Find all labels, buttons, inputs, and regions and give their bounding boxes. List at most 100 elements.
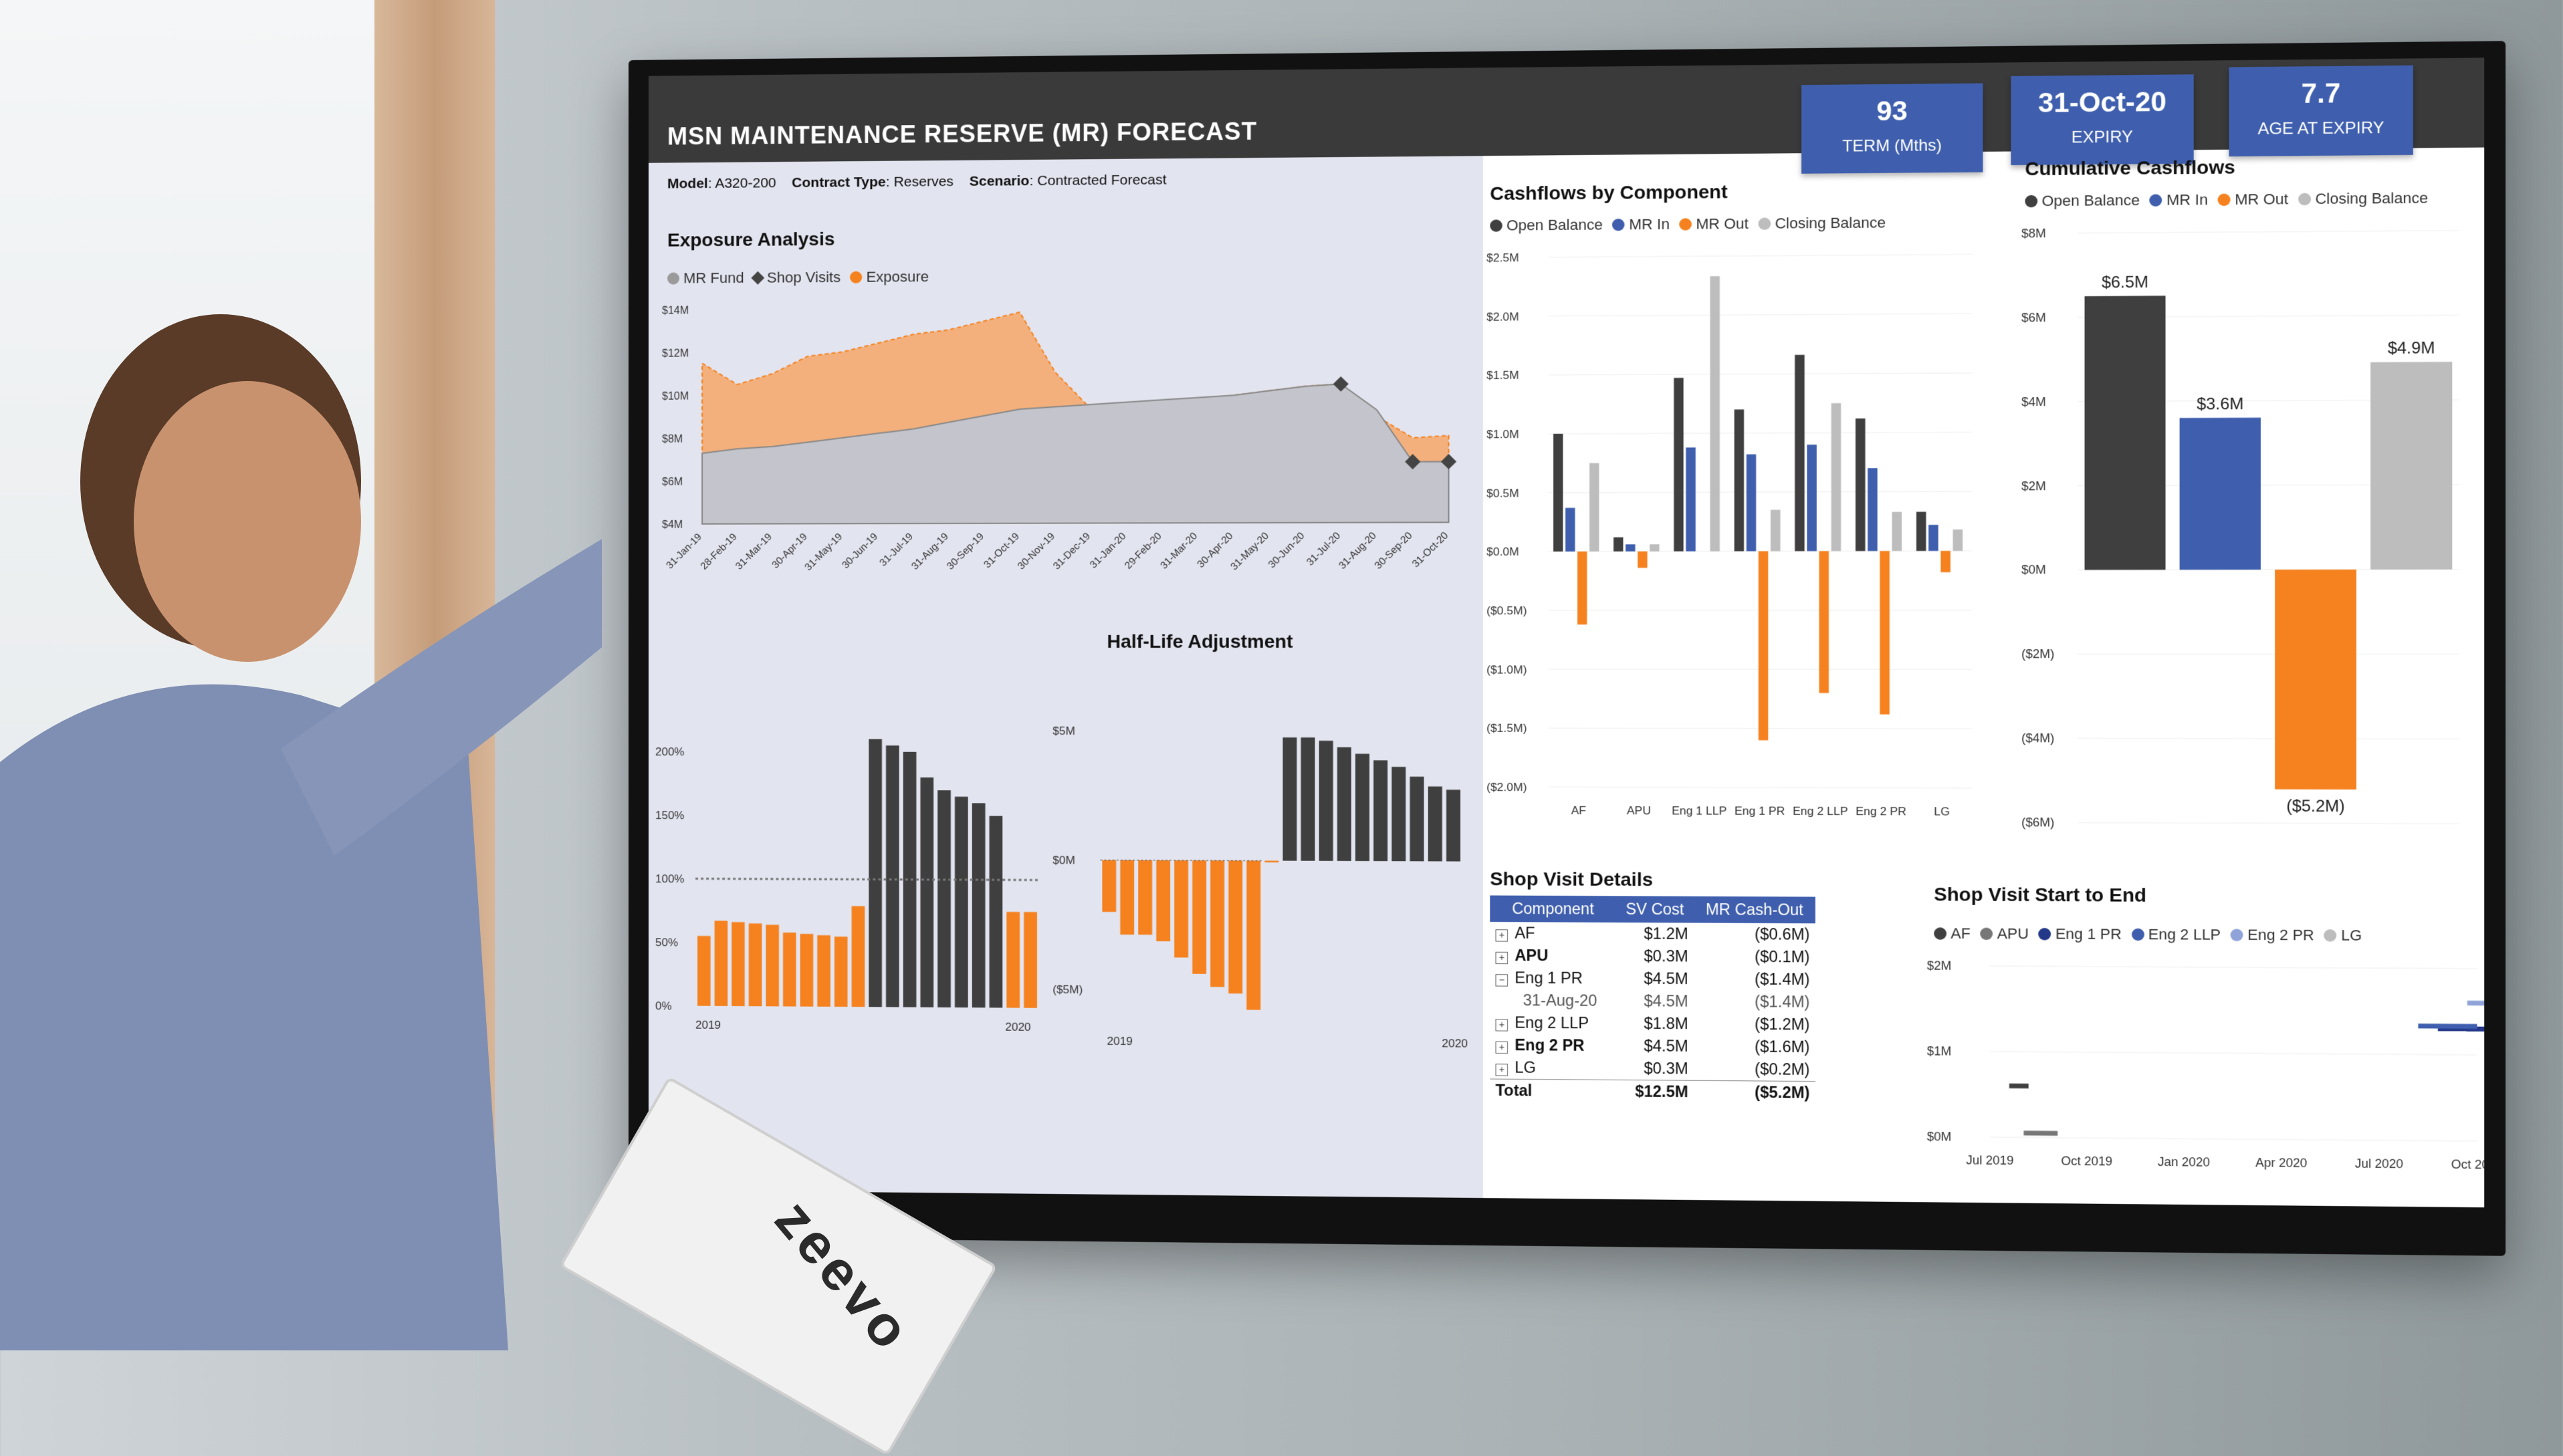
legend-dot bbox=[2218, 194, 2231, 207]
y-tick-label: 0% bbox=[655, 999, 672, 1012]
legend-mr-fund[interactable]: MR Fund bbox=[667, 269, 744, 287]
cumulative-bar bbox=[2085, 295, 2166, 570]
x-tick-label: 31-Mar-20 bbox=[1158, 530, 1200, 572]
legend-open-balance[interactable]: Open Balance bbox=[2025, 191, 2140, 210]
x-tick-label: AF bbox=[1571, 804, 1586, 817]
legend-dot bbox=[1612, 219, 1625, 231]
data-label: $4.9M bbox=[2388, 339, 2435, 358]
legend-mr-in[interactable]: MR In bbox=[1612, 215, 1670, 233]
sv-cost-cell: $4.5M bbox=[1616, 990, 1694, 1013]
legend-label: MR Out bbox=[1696, 215, 1749, 233]
legend-mr-in[interactable]: MR In bbox=[2150, 191, 2208, 209]
legend-dot bbox=[1758, 217, 1771, 229]
x-tick-label: 31-Aug-19 bbox=[909, 531, 951, 572]
table-row[interactable]: −Eng 1 PR$4.5M($1.4M) bbox=[1490, 967, 1815, 991]
cashflow-bar bbox=[1953, 529, 1963, 551]
y-tick-label: $0.0M bbox=[1486, 545, 1519, 558]
legend-eng2-pr[interactable]: Eng 2 PR bbox=[2231, 926, 2314, 944]
mr-cash-out-cell: ($5.2M) bbox=[1694, 1080, 1815, 1104]
expand-icon[interactable]: + bbox=[1495, 1019, 1508, 1031]
column-header[interactable]: Component bbox=[1490, 895, 1616, 922]
legend-af[interactable]: AF bbox=[1934, 925, 1971, 943]
x-tick-label: Eng 2 PR bbox=[1856, 805, 1906, 818]
table-row[interactable]: +LG$0.3M($0.2M) bbox=[1490, 1056, 1815, 1082]
legend-apu[interactable]: APU bbox=[1980, 925, 2029, 943]
shop-visit-segment bbox=[2418, 1026, 2477, 1027]
component-label: Eng 1 PR bbox=[1515, 969, 1583, 987]
column-header[interactable]: MR Cash-Out bbox=[1694, 896, 1815, 924]
legend-exposure[interactable]: Exposure bbox=[850, 268, 929, 286]
kpi-age: 7.7 AGE AT EXPIRY bbox=[2229, 66, 2413, 156]
expand-icon[interactable]: + bbox=[1495, 1042, 1508, 1054]
left-panel: Model: A320-200 Contract Type: Reserves … bbox=[649, 156, 1483, 1198]
legend-label: Exposure bbox=[866, 268, 929, 286]
y-tick-label: $4M bbox=[662, 519, 683, 531]
component-label: APU bbox=[1515, 947, 1548, 965]
half-life-title: Half-Life Adjustment bbox=[1107, 631, 1293, 652]
x-tick-label: 2019 bbox=[695, 1019, 721, 1032]
kpi-expiry-label: EXPIRY bbox=[2011, 127, 2193, 148]
component-label: LG bbox=[1515, 1058, 1536, 1076]
x-tick-label: Eng 1 LLP bbox=[1672, 804, 1726, 818]
x-tick-label: 30-Jun-19 bbox=[840, 531, 880, 571]
percentage-bar bbox=[1024, 912, 1037, 1008]
cashflows-legend: Open Balance MR In MR Out Closing Balanc… bbox=[1490, 214, 1886, 235]
component-cell: 31-Aug-20 bbox=[1490, 989, 1616, 1013]
contract-value: Reserves bbox=[894, 174, 954, 190]
mr-cash-out-cell: ($1.4M) bbox=[1694, 990, 1815, 1013]
table-row[interactable]: +APU$0.3M($0.1M) bbox=[1490, 945, 1815, 969]
exposure-title: Exposure Analysis bbox=[667, 229, 834, 251]
legend-open-balance[interactable]: Open Balance bbox=[1490, 216, 1603, 235]
y-tick-label: 200% bbox=[655, 745, 685, 758]
grid-line bbox=[2078, 231, 2459, 233]
cumulative-title: Cumulative Cashflows bbox=[2025, 156, 2235, 180]
legend-label: Eng 2 PR bbox=[2247, 926, 2314, 944]
table-row[interactable]: +Eng 2 LLP$1.8M($1.2M) bbox=[1490, 1011, 1815, 1036]
expand-icon[interactable]: + bbox=[1495, 952, 1508, 964]
table-row[interactable]: 31-Aug-20$4.5M($1.4M) bbox=[1490, 989, 1815, 1014]
kpi-age-value: 7.7 bbox=[2229, 78, 2413, 110]
legend-lg[interactable]: LG bbox=[2324, 927, 2362, 945]
x-tick-label: 31-Aug-20 bbox=[1337, 530, 1379, 572]
collapse-icon[interactable]: − bbox=[1495, 974, 1508, 986]
component-cell: +Eng 2 PR bbox=[1490, 1034, 1616, 1058]
percentage-bar bbox=[903, 752, 917, 1007]
expand-icon[interactable]: + bbox=[1495, 1064, 1508, 1076]
grid-line bbox=[2078, 822, 2459, 824]
table-row[interactable]: Total$12.5M($5.2M) bbox=[1490, 1079, 1815, 1104]
expand-icon[interactable]: + bbox=[1495, 929, 1508, 941]
legend-label: APU bbox=[1997, 925, 2029, 943]
exposure-legend: MR Fund Shop Visits Exposure bbox=[667, 268, 929, 287]
cashflow-bar bbox=[1710, 276, 1719, 552]
component-label: AF bbox=[1515, 924, 1535, 942]
percentage-bar bbox=[852, 906, 865, 1007]
legend-closing-balance[interactable]: Closing Balance bbox=[2298, 189, 2428, 208]
legend-label: Open Balance bbox=[1507, 216, 1603, 234]
legend-eng2-llp[interactable]: Eng 2 LLP bbox=[2132, 926, 2221, 944]
kpi-term-value: 93 bbox=[1801, 96, 1983, 128]
cashflow-bar bbox=[1626, 544, 1635, 552]
cashflow-bar bbox=[1940, 551, 1951, 572]
component-cell: + APU bbox=[1490, 945, 1616, 968]
half-life-bar bbox=[1210, 860, 1224, 987]
legend-closing-balance[interactable]: Closing Balance bbox=[1758, 214, 1886, 233]
sv-cost-cell: $0.3M bbox=[1616, 1057, 1694, 1080]
background-window bbox=[0, 0, 374, 1348]
table-row[interactable]: +Eng 2 PR$4.5M($1.6M) bbox=[1490, 1034, 1815, 1059]
background-window-frame bbox=[374, 0, 495, 1348]
x-tick-label: 30-Sep-19 bbox=[945, 531, 986, 572]
cashflow-bar bbox=[1807, 445, 1817, 551]
half-life-bar bbox=[1373, 760, 1387, 861]
x-tick-label: 30-Sep-20 bbox=[1372, 529, 1414, 571]
table-header-row: Component SV Cost MR Cash-Out bbox=[1490, 895, 1815, 923]
column-header[interactable]: SV Cost bbox=[1616, 896, 1694, 923]
legend-eng1-pr[interactable]: Eng 1 PR bbox=[2039, 925, 2122, 943]
legend-mr-out[interactable]: MR Out bbox=[1679, 215, 1749, 233]
cashflow-bar bbox=[1928, 525, 1938, 551]
table-row[interactable]: +AF$1.2M($0.6M) bbox=[1490, 922, 1815, 946]
half-life-bar bbox=[1174, 860, 1188, 957]
legend-shop-visits[interactable]: Shop Visits bbox=[754, 269, 841, 287]
legend-dot bbox=[1490, 219, 1502, 231]
legend-mr-out[interactable]: MR Out bbox=[2218, 191, 2288, 209]
y-tick-label: $1.5M bbox=[1486, 369, 1519, 382]
